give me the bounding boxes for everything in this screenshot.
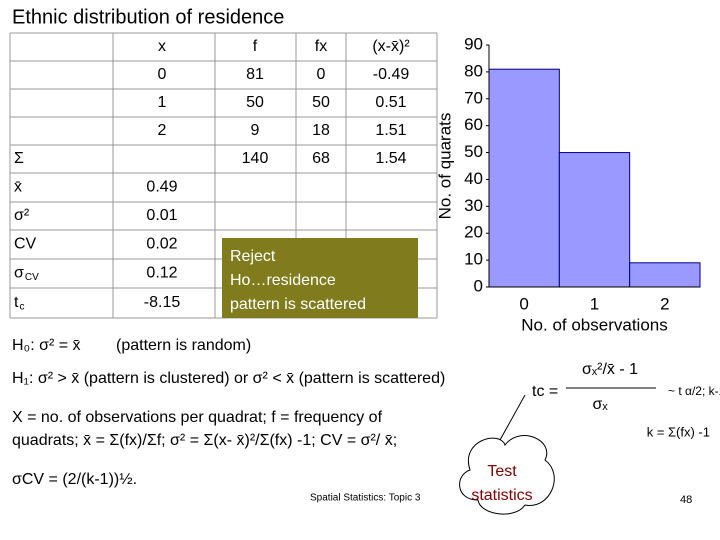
definition: X = no. of observations per quadrat; f =… <box>12 409 383 426</box>
row-label-sub: c <box>19 302 24 313</box>
row-label-sub: CV <box>25 272 39 283</box>
table-cell: 2 <box>158 122 167 139</box>
table-cell: 1.54 <box>375 150 406 167</box>
callout-box <box>222 238 418 318</box>
formula-denominator: σₓ <box>592 396 608 413</box>
table-cell: 18 <box>312 122 330 139</box>
table-cell: 1.51 <box>375 122 406 139</box>
k-definition: k = Σ(fx) -1 <box>647 424 710 439</box>
callout-line: pattern is scattered <box>230 296 366 313</box>
bubble-text: statistics <box>471 487 532 504</box>
table-cell: 68 <box>312 150 330 167</box>
table-cell: 0.02 <box>146 236 177 253</box>
row-label: Σ <box>14 150 24 167</box>
column-header: (x-x̄)² <box>372 38 410 55</box>
chart: 0 10 20 30 40 50 60 70 80 90 0 1 2 No. of observation… <box>435 34 701 334</box>
y-axis-label: No. of quarats <box>435 113 454 220</box>
y-tick-label: 20 <box>464 223 483 242</box>
y-tick-label: 50 <box>464 142 483 161</box>
y-tick-label: 80 <box>464 61 483 80</box>
bubble-pointer <box>499 394 526 441</box>
y-tick-label: 90 <box>464 34 483 53</box>
x-tick-label: 0 <box>519 294 528 313</box>
y-tick-label: 10 <box>464 250 483 269</box>
row-label: t <box>14 294 19 311</box>
formula-numerator: σₓ²/x̄ - 1 <box>582 361 638 378</box>
table-cell: 0 <box>158 66 167 83</box>
row-label: σ <box>14 265 24 282</box>
slide-title: Ethnic distribution of residence <box>12 6 284 28</box>
x-tick-label: 1 <box>590 294 599 313</box>
bar <box>629 262 701 288</box>
h1: H₁: σ² > x̄ (pattern is clustered) or σ²… <box>12 370 445 387</box>
definition: quadrats; x̄ = Σ(fx)/Σf; σ² = Σ(x- x̄)²/… <box>12 432 397 449</box>
column-header: fx <box>315 38 327 55</box>
page-number: 48 <box>680 494 692 506</box>
table-cell: 9 <box>251 122 260 139</box>
definition: σCV = (2/(k-1))½. <box>12 471 137 488</box>
callout-line: Ho…residence <box>230 272 336 289</box>
bubble-text: Test <box>487 463 517 480</box>
y-tick-label: 40 <box>464 169 483 188</box>
table-cell: 140 <box>242 150 269 167</box>
x-axis-label: No. of observations <box>521 315 667 334</box>
table-cell: 81 <box>246 66 264 83</box>
row-label: CV <box>14 236 37 253</box>
y-tick-label: 0 <box>474 276 483 295</box>
y-tick-label: 30 <box>464 196 483 215</box>
y-tick-label: 70 <box>464 88 483 107</box>
table-cell: 50 <box>312 94 330 111</box>
bar <box>558 152 631 288</box>
footer: Spatial Statistics: Topic 3 <box>310 493 421 504</box>
row-label: σ² <box>14 207 30 224</box>
formula-lhs: tc = <box>532 383 558 400</box>
table-cell: 0 <box>317 66 326 83</box>
x-tick-label: 2 <box>660 294 669 313</box>
row-label: x̄ <box>14 179 22 196</box>
table-cell: -8.15 <box>144 294 181 311</box>
callout-line: Reject <box>230 248 276 265</box>
table-cell: 50 <box>246 94 264 111</box>
table-cell: 0.51 <box>375 94 406 111</box>
h0: H₀: σ² = x̄ <box>12 337 81 354</box>
formula-distribution: ~ t α/2; k-1 <box>668 384 720 398</box>
h0-note: (pattern is random) <box>116 337 251 354</box>
bar <box>488 68 560 288</box>
column-header: f <box>253 38 258 55</box>
table-cell: 0.49 <box>146 179 177 196</box>
table-cell: 0.12 <box>146 265 177 282</box>
table-cell: 0.01 <box>146 207 177 224</box>
table: x f fx (x-x̄)² 0 81 0 -0.49 1 50 50 0.51 2 9 18 1.51 Σ 14… <box>9 32 438 319</box>
column-header: x <box>158 38 166 55</box>
table-cell: 1 <box>158 94 167 111</box>
table-cell: -0.49 <box>373 66 410 83</box>
y-tick-label: 60 <box>464 115 483 134</box>
